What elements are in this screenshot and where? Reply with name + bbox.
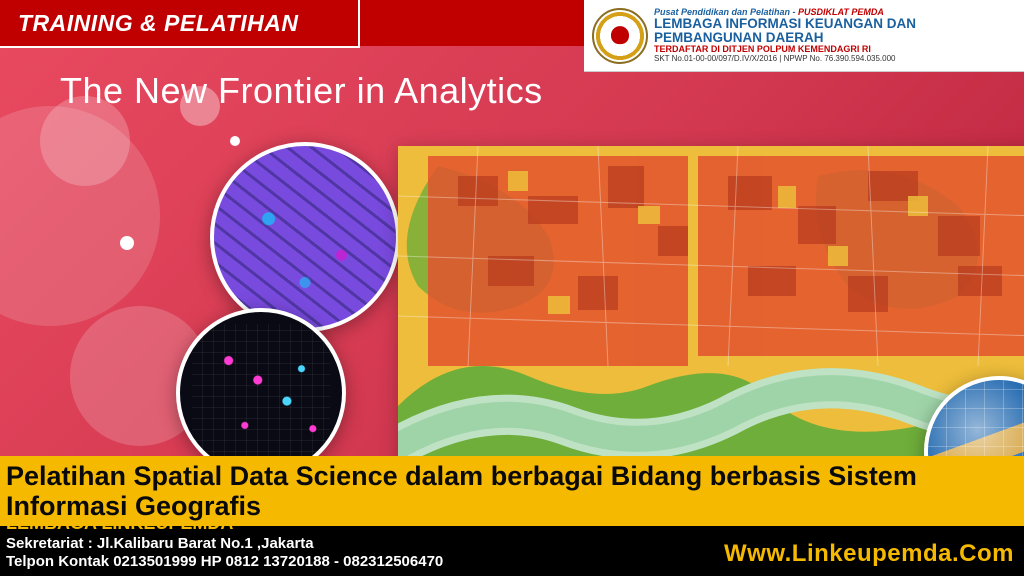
footer-address: Sekretariat : Jl.Kalibaru Barat No.1 ,Ja… [6,535,443,554]
header-training-badge: TRAINING & PELATIHAN [0,0,360,48]
footer-phone: Telpon Kontak 0213501999 HP 0812 1372018… [6,553,443,572]
bokeh-dot [120,236,134,250]
course-title-text: Pelatihan Spatial Data Science dalam ber… [6,461,1024,521]
footer-website[interactable]: Www.Linkeupemda.Com [724,540,1014,572]
org-seal-icon [592,8,648,64]
header-red-strip [360,0,584,46]
landuse-map [398,146,1024,456]
header-row: TRAINING & PELATIHAN Pusat Pendidikan da… [0,0,1024,72]
inset-circuit-icon [210,142,400,332]
org-name-line1: LEMBAGA INFORMASI KEUANGAN DAN [654,17,916,31]
org-header: Pusat Pendidikan dan Pelatihan - PUSDIKL… [584,0,1024,72]
org-reg-numbers: SKT No.01-00-00/097/D.IV/X/2016 | NPWP N… [654,55,916,63]
course-title-band: Pelatihan Spatial Data Science dalam ber… [0,456,1024,526]
header-training-text: TRAINING & PELATIHAN [18,10,298,36]
landuse-map-svg [398,146,1024,456]
bokeh-dot [230,136,240,146]
org-text-block: Pusat Pendidikan dan Pelatihan - PUSDIKL… [654,8,916,64]
hero-title: The New Frontier in Analytics [60,70,543,112]
inset-grid-icon [176,308,346,456]
hero-band: The New Frontier in Analytics [0,46,1024,456]
org-name-line2: PEMBANGUNAN DAERAH [654,31,916,45]
